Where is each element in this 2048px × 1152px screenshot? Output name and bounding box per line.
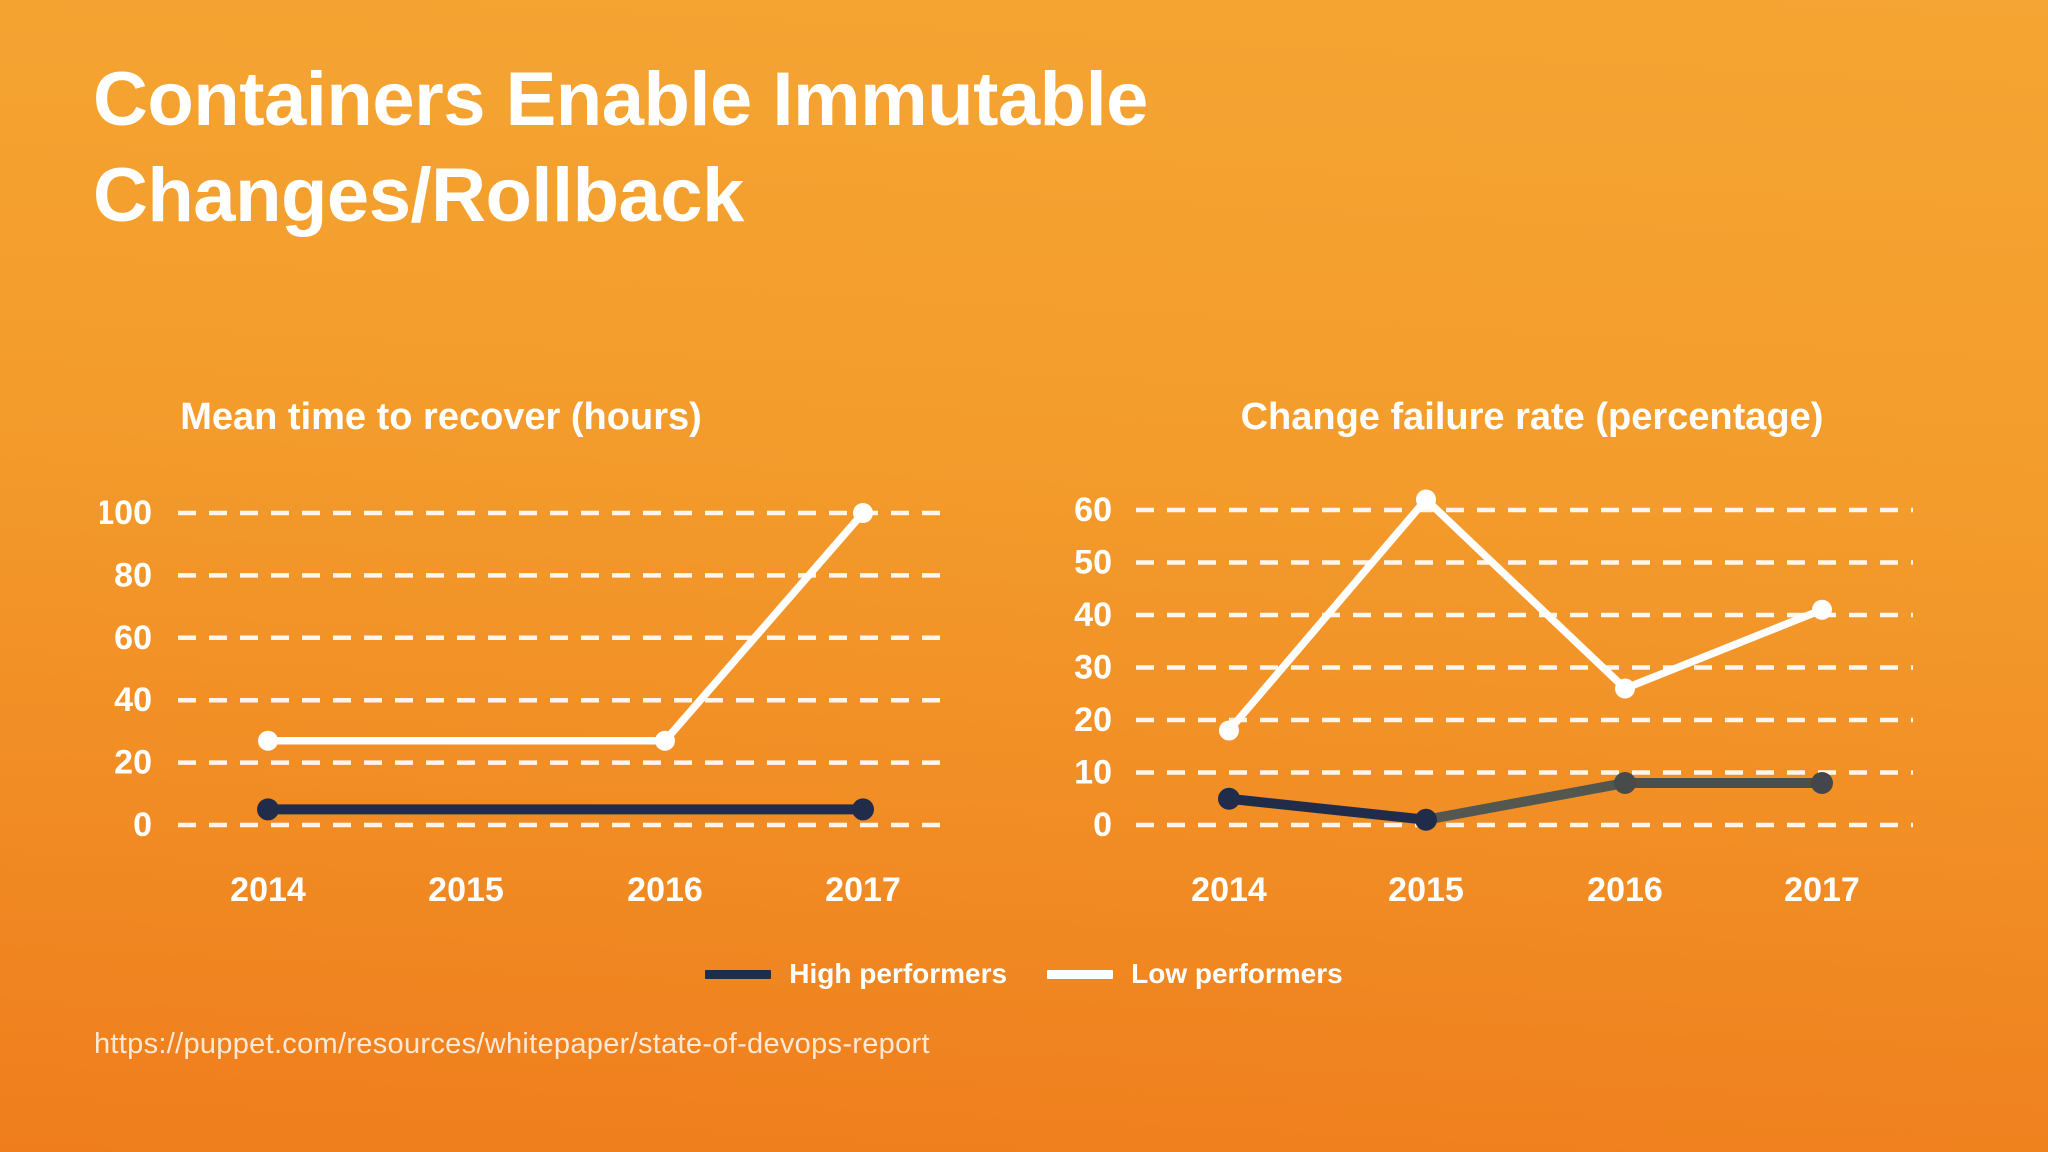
y-tick-label-30: 30 (1074, 649, 1112, 687)
data-point-high-performers-2015 (1415, 808, 1437, 831)
x-tick-label-2015: 2015 (428, 871, 504, 909)
data-point-low-performers-2015 (1416, 489, 1436, 510)
high-performers-swatch (705, 969, 772, 979)
series-line-low-performers (1621, 606, 1826, 693)
slide-title: Containers Enable Immutable Changes/Roll… (93, 52, 1148, 244)
right-chart-title: Change failure rate (percentage) (1240, 396, 1824, 438)
mean-time-to-recover-chart: 0 20 40 60 80 100 2014 2015 2016 2017 (100, 494, 953, 909)
data-point-high-performers-2014 (1218, 787, 1240, 810)
data-point-high-performers-2016 (1614, 772, 1636, 794)
data-point-low-performers-2014 (258, 730, 278, 751)
y-tick-label-60: 60 (114, 619, 152, 657)
change-failure-rate-chart: 0 10 20 30 40 50 60 2014 2015 2016 2017 (1074, 489, 1913, 909)
legend-label-low-performers: Low performers (1131, 958, 1343, 989)
data-point-low-performers-2017 (1812, 599, 1832, 620)
legend-item-high-performers: High performers (705, 958, 1007, 990)
data-point-low-performers-2016 (655, 730, 675, 751)
data-point-low-performers-2017 (853, 503, 873, 523)
x-tick-label-2014: 2014 (1191, 871, 1267, 909)
x-tick-label-2016: 2016 (1587, 871, 1663, 909)
x-tick-label-2017: 2017 (1784, 871, 1860, 909)
y-tick-label-40: 40 (114, 681, 152, 719)
y-tick-label-10: 10 (1074, 754, 1112, 792)
series-line-low-performers (1422, 495, 1629, 693)
y-tick-label-0: 0 (1093, 806, 1112, 844)
y-tick-label-20: 20 (114, 744, 152, 782)
low-performers-swatch (1047, 969, 1114, 979)
x-tick-label-2014: 2014 (230, 871, 306, 909)
y-tick-label-40: 40 (1074, 596, 1112, 634)
slide-title-line-2: Changes/Rollback (93, 152, 744, 238)
y-tick-label-60: 60 (1074, 491, 1112, 529)
x-tick-label-2016: 2016 (627, 871, 703, 909)
series-line-high-performers (1421, 778, 1630, 825)
data-point-low-performers-2014 (1219, 720, 1239, 741)
data-point-high-performers-2017 (852, 798, 874, 821)
x-tick-label-2017: 2017 (825, 871, 901, 909)
y-tick-label-20: 20 (1074, 701, 1112, 739)
series-line-high-performers (1224, 793, 1431, 825)
left-chart-title: Mean time to recover (hours) (180, 396, 702, 438)
y-tick-label-0: 0 (133, 806, 152, 844)
y-tick-label-50: 50 (1074, 544, 1112, 582)
chart-legend: High performers Low performers (0, 958, 2048, 990)
x-tick-label-2015: 2015 (1388, 871, 1464, 909)
y-tick-label-80: 80 (114, 556, 152, 594)
legend-label-high-performers: High performers (789, 958, 1008, 989)
data-point-low-performers-2016 (1615, 678, 1635, 699)
slide-title-line-1: Containers Enable Immutable (93, 57, 1148, 142)
legend-item-low-performers: Low performers (1047, 958, 1343, 990)
source-url: https://puppet.com/resources/whitepaper/… (94, 1028, 930, 1060)
series-line-low-performers (1225, 495, 1430, 735)
data-point-high-performers-2014 (257, 798, 279, 821)
data-point-high-performers-2017 (1811, 772, 1833, 794)
y-tick-label-100: 100 (100, 494, 152, 532)
series-line-low-performers (661, 509, 867, 745)
